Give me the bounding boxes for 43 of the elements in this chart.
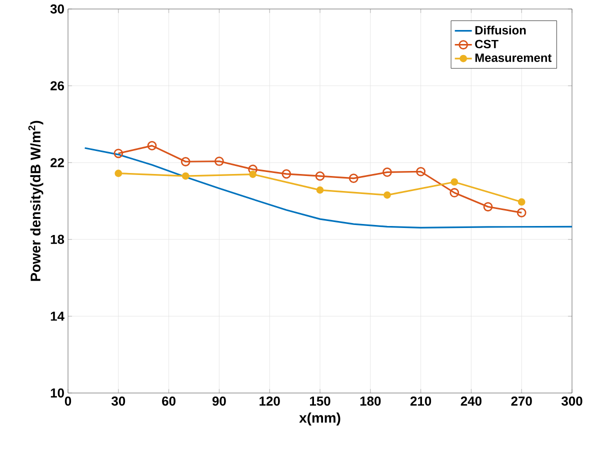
point <box>180 156 190 166</box>
legend-label: CST <box>475 40 498 48</box>
point <box>114 170 122 178</box>
line-series <box>84 147 572 228</box>
y-axis-title: Power density(dB W/m$^{2}$) <box>28 120 44 281</box>
x-tick-label: 90 <box>212 396 226 406</box>
point <box>214 156 224 166</box>
point <box>382 168 392 177</box>
point <box>114 148 124 158</box>
point <box>416 166 426 176</box>
y-tick-label: 18 <box>50 234 64 244</box>
point <box>450 178 458 186</box>
x-tick-label: 150 <box>310 396 330 406</box>
x-tick-label: 240 <box>460 396 482 406</box>
y-tick-label: 14 <box>50 312 64 321</box>
point <box>516 208 526 218</box>
x-tick-label: 60 <box>162 396 176 406</box>
x-tick-label: 120 <box>260 396 280 406</box>
x-tick-label: 300 <box>561 396 582 406</box>
x-axis-title: x(mm) <box>299 412 340 426</box>
point <box>483 202 493 212</box>
point <box>147 141 157 150</box>
legend-label: Measurement <box>475 54 552 62</box>
point <box>316 186 324 194</box>
point <box>450 188 460 198</box>
point <box>248 164 258 174</box>
y-tick-label: 26 <box>50 81 64 90</box>
y-tick-label: 30 <box>50 4 64 14</box>
point <box>282 169 292 179</box>
point <box>182 172 190 180</box>
point <box>518 198 526 206</box>
x-tick-label: 210 <box>410 396 432 406</box>
point <box>384 191 391 199</box>
x-tick-label: 180 <box>360 396 381 406</box>
x-tick-label: 0 <box>64 396 72 406</box>
point <box>348 174 358 184</box>
x-tick-label: 270 <box>511 396 532 406</box>
y-tick-label: 10 <box>50 388 64 398</box>
legend-label: Diffusion <box>475 26 526 34</box>
point <box>249 170 256 178</box>
y-tick-label: 22 <box>50 158 64 168</box>
x-tick-label: 30 <box>111 396 126 406</box>
point <box>315 171 325 181</box>
